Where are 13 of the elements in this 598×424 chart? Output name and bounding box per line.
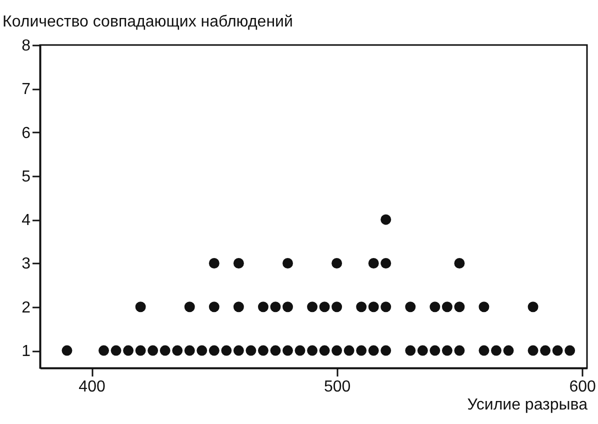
y-tick-label: 1 — [22, 343, 31, 360]
y-tick-label: 2 — [22, 299, 31, 316]
y-tick-label: 8 — [22, 38, 31, 54]
y-tick-label: 3 — [22, 256, 31, 273]
y-tick-label: 6 — [22, 124, 31, 142]
y-tick-label: 4 — [22, 212, 31, 230]
x-tick-label: 400 — [78, 378, 106, 396]
x-tick-label: 500 — [324, 378, 351, 396]
x-tick-label: 600 — [569, 378, 596, 396]
y-tick-label: 5 — [22, 168, 31, 186]
x-axis-title: Усилие разрыва — [467, 396, 588, 414]
y-tick-label: 7 — [22, 81, 31, 98]
y-axis-title: Количество совпадающих наблюдений — [2, 14, 293, 30]
